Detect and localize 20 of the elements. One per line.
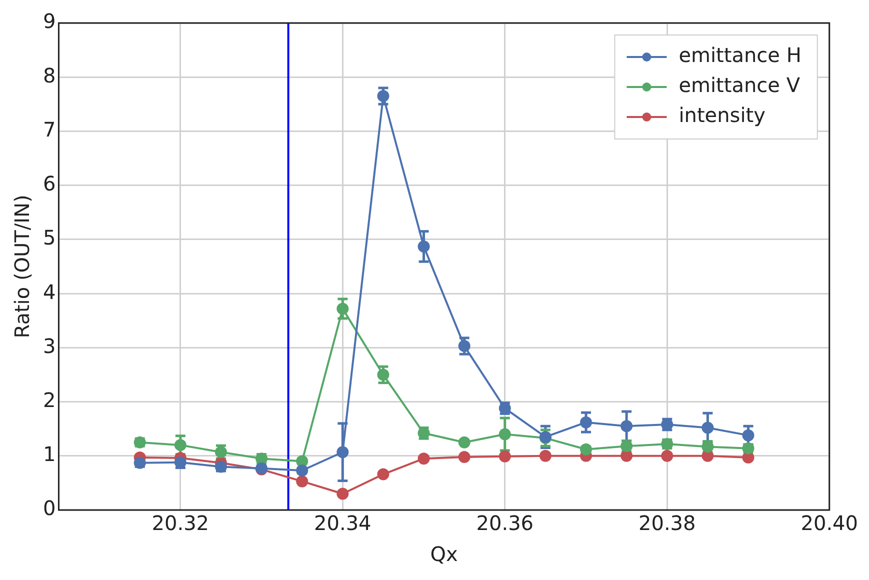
y-axis-title: Ratio (OUT/IN)	[10, 194, 34, 338]
legend-label: emittance V	[678, 73, 800, 98]
x-axis-title: Qx	[430, 542, 458, 566]
x-tick-label: 20.34	[314, 511, 372, 536]
y-tick-label: 6	[42, 172, 56, 196]
y-tick-label: 9	[42, 9, 56, 34]
y-tick-label: 4	[42, 280, 56, 304]
legend-label: emittance H	[678, 43, 802, 68]
y-tick-label: 1	[42, 442, 56, 466]
y-tick-label: 7	[42, 117, 56, 142]
x-tick-label: 20.38	[638, 511, 696, 536]
x-tick-label: 20.36	[476, 511, 534, 536]
y-tick-label: 8	[42, 63, 56, 88]
y-tick-label: 5	[42, 226, 56, 250]
y-tick-label: 2	[42, 388, 56, 412]
x-tick-label: 20.40	[800, 511, 858, 536]
y-tick-label: 3	[42, 334, 56, 358]
legend-label: intensity	[678, 103, 766, 128]
y-tick-label: 0	[42, 496, 56, 520]
x-tick-label: 20.32	[152, 511, 210, 536]
